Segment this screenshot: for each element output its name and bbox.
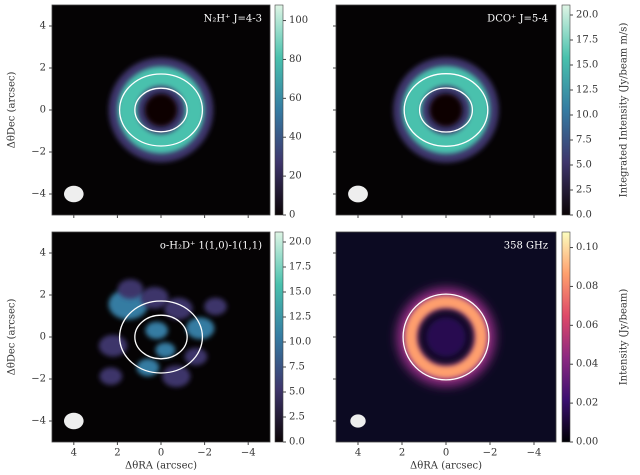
emission-blob	[155, 342, 176, 358]
y-tick-label: 0	[40, 332, 46, 343]
x-axis-label: ΔθRA (arcsec)	[410, 461, 482, 472]
x-tick-label: 2	[114, 448, 120, 459]
y-tick-label: −4	[31, 416, 46, 427]
colorbar-tick-label: 15.0	[289, 287, 311, 298]
y-tick-label: 4	[40, 248, 46, 259]
colorbar-tick-label: 0.00	[576, 437, 598, 448]
y-tick-label: 4	[40, 21, 46, 32]
y-tick-label: −2	[31, 374, 46, 385]
colorbar	[274, 4, 284, 216]
x-tick-label: −4	[527, 448, 542, 459]
image-panel	[336, 232, 556, 442]
colorbar-tick-label: 2.5	[289, 412, 305, 423]
y-axis-label: ΔθDec (arcsec)	[7, 72, 18, 149]
emission-blob	[140, 286, 169, 309]
emission-ring	[401, 66, 490, 154]
colorbar-tick-label: 0.08	[576, 281, 598, 292]
x-tick-label: 4	[71, 448, 77, 459]
beam	[350, 414, 366, 428]
panel-title: DCO⁺ J=5-4	[487, 14, 548, 25]
colorbar	[274, 231, 284, 443]
y-axis-label: ΔθDec (arcsec)	[7, 299, 18, 376]
emission-blob	[162, 365, 191, 388]
colorbar-tick-label: 0	[289, 210, 295, 221]
colorbar-tick-label: 10.0	[576, 110, 598, 121]
colorbar-tick-label: 0.04	[576, 359, 598, 370]
y-tick-label: −4	[31, 189, 46, 200]
contour-ring	[402, 293, 490, 381]
x-tick-label: 0	[158, 448, 164, 459]
colorbar-tick-label: 15.0	[576, 60, 598, 71]
emission-blob	[99, 367, 123, 385]
colorbar-tick-label: 5.0	[289, 387, 305, 398]
colorbar-tick-label: 5.0	[576, 160, 592, 171]
colorbar-tick-label: 12.5	[289, 312, 311, 323]
colorbar-tick-label: 0.0	[289, 437, 305, 448]
y-tick-label: 2	[40, 290, 46, 301]
contour-ring	[118, 300, 204, 374]
panel-title: 358 GHz	[504, 241, 548, 252]
colorbar-tick-label: 0.10	[576, 242, 598, 253]
colorbar-tick-label: 100	[289, 15, 308, 26]
colorbar-tick-label: 0.02	[576, 398, 598, 409]
colorbar-label: Integrated Intensity (Jy/beam m/s)	[619, 23, 630, 198]
contour-ring	[418, 87, 474, 133]
beam	[63, 412, 84, 430]
contour-ring	[134, 314, 188, 360]
emission-hole	[144, 93, 178, 127]
emission-ring	[404, 295, 488, 379]
colorbar-tick-label: 17.5	[289, 262, 311, 273]
x-tick-label: 4	[355, 448, 361, 459]
colorbar-tick-label: 7.5	[576, 135, 592, 146]
emission-blob	[186, 317, 215, 340]
colorbar-tick-label: 17.5	[576, 35, 598, 46]
colorbar-tick-label: 80	[289, 54, 302, 65]
beam	[348, 185, 368, 203]
colorbar-tick-label: 60	[289, 93, 302, 104]
x-tick-label: −2	[197, 448, 212, 459]
x-axis-label: ΔθRA (arcsec)	[125, 461, 197, 472]
contour-ring	[134, 87, 188, 133]
emission-blob	[164, 297, 193, 320]
emission-blob	[117, 279, 144, 299]
colorbar	[561, 231, 571, 443]
emission-hole	[429, 93, 463, 127]
x-tick-label: 0	[443, 448, 449, 459]
colorbar-tick-label: 0.0	[576, 210, 592, 221]
y-tick-label: 2	[40, 63, 46, 74]
colorbar-tick-label: 20.0	[576, 10, 598, 21]
colorbar-tick-label: 10.0	[289, 337, 311, 348]
emission-ring	[117, 66, 205, 154]
x-tick-label: −2	[483, 448, 498, 459]
panel-title: o-H₂D⁺ 1(1,0)-1(1,1)	[160, 241, 262, 252]
colorbar-tick-label: 20	[289, 171, 302, 182]
colorbar-tick-label: 7.5	[289, 362, 305, 373]
colorbar-tick-label: 40	[289, 132, 302, 143]
image-panel	[52, 232, 270, 442]
image-panel	[52, 5, 270, 215]
y-tick-label: 0	[40, 105, 46, 116]
emission-blob	[204, 297, 227, 316]
x-tick-label: −4	[241, 448, 256, 459]
colorbar-tick-label: 20.0	[289, 237, 311, 248]
beam	[63, 185, 84, 203]
colorbar-tick-label: 2.5	[576, 185, 592, 196]
y-tick-label: −2	[31, 147, 46, 158]
colorbar	[561, 4, 571, 216]
emission-blob	[145, 321, 168, 340]
emission-inner	[426, 317, 466, 357]
contour-ring	[403, 73, 489, 147]
contour-ring	[118, 73, 204, 147]
emission-blob	[98, 334, 128, 357]
panel-title: N₂H⁺ J=4-3	[204, 14, 262, 25]
x-tick-label: 2	[399, 448, 405, 459]
image-panel	[336, 5, 556, 215]
colorbar-tick-label: 12.5	[576, 85, 598, 96]
colorbar-tick-label: 0.06	[576, 320, 598, 331]
colorbar-label: Intensity (Jy/beam)	[619, 289, 630, 386]
